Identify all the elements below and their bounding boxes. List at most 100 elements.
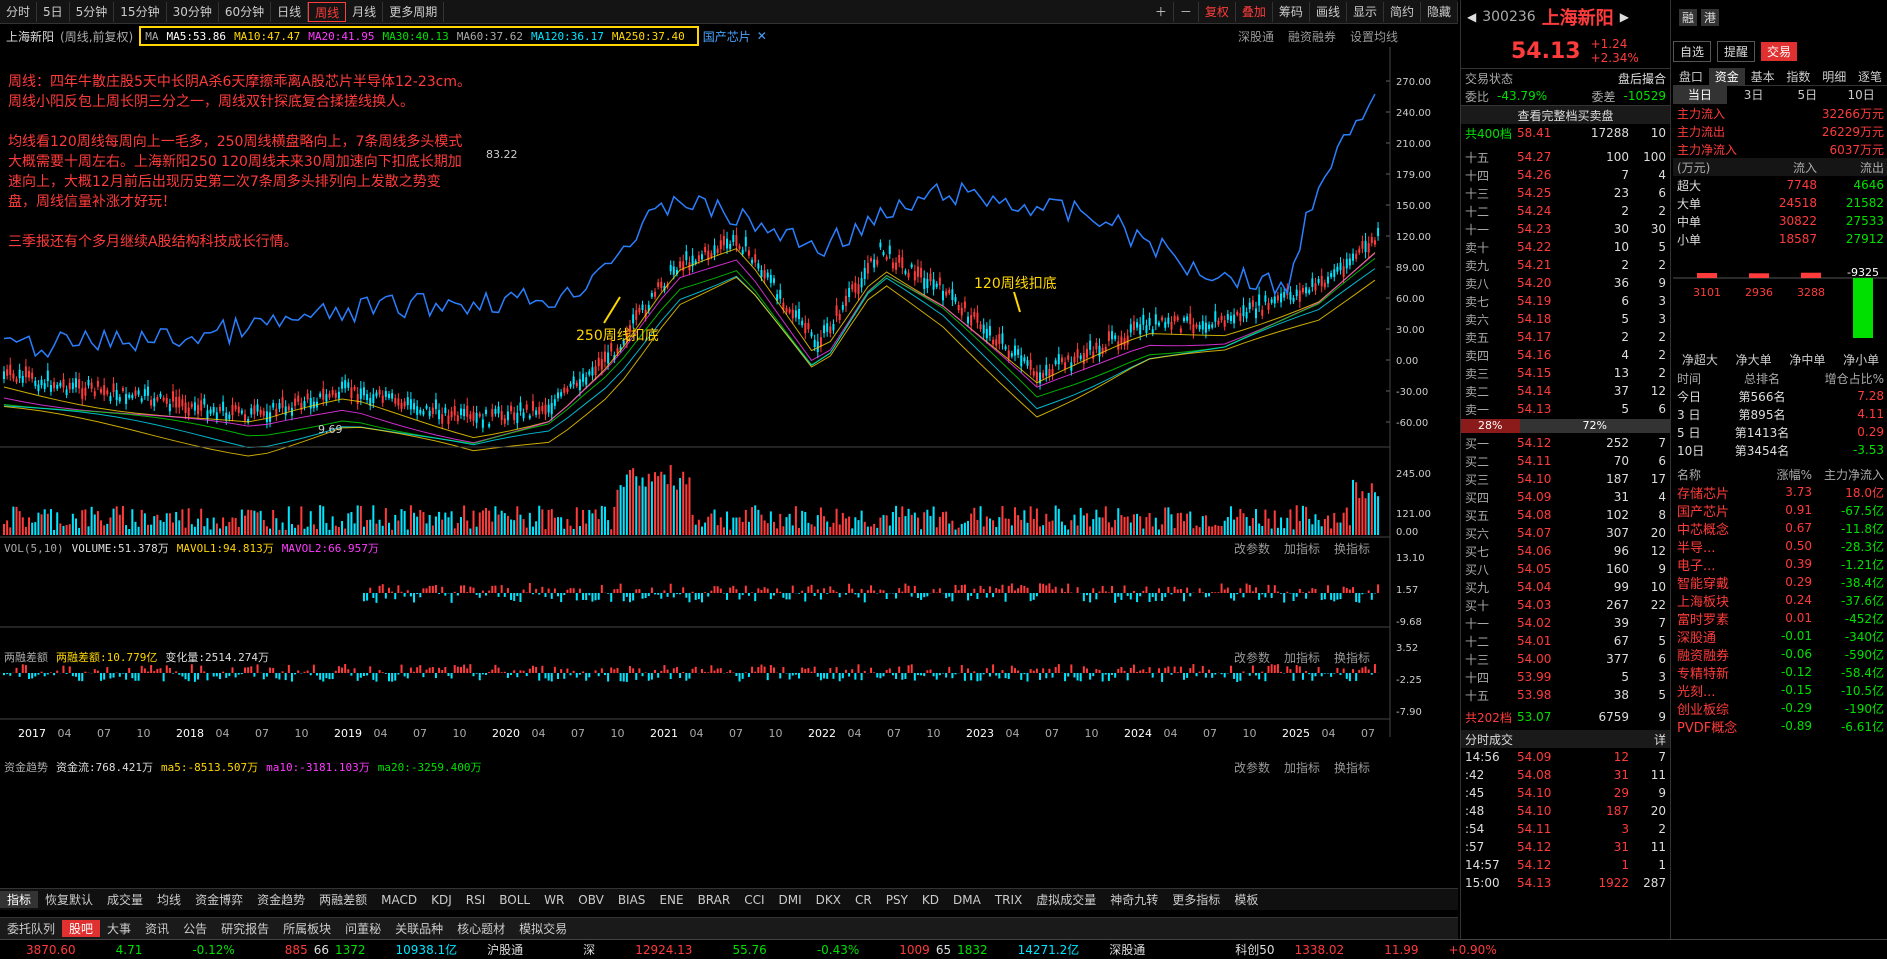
book-row[interactable]: 买十 54.03 267 22 <box>1461 596 1670 614</box>
info-tab[interactable]: 公告 <box>183 922 208 936</box>
tab-15min[interactable]: 15分钟 <box>114 1 167 22</box>
info-tab[interactable]: 所属板块 <box>283 922 332 936</box>
zoom-out-icon[interactable]: － <box>1174 1 1199 22</box>
info-tab[interactable]: 资讯 <box>145 922 170 936</box>
tab-30min[interactable]: 30分钟 <box>167 1 219 22</box>
info-tab[interactable]: 问董秘 <box>345 922 382 936</box>
fund-swap-link[interactable]: 换指标 <box>1333 760 1370 775</box>
book-row[interactable]: 买八 54.05 160 9 <box>1461 560 1670 578</box>
simple-button[interactable]: 简约 <box>1384 1 1421 22</box>
book-row[interactable]: 卖五 54.17 2 2 <box>1461 328 1670 346</box>
book-row[interactable]: 卖一 54.13 5 6 <box>1461 400 1670 418</box>
sector-row[interactable]: 融资融券 -0.06 -590亿 <box>1673 645 1887 664</box>
book-row[interactable]: 买三 54.10 187 17 <box>1461 470 1670 488</box>
panel-tab[interactable]: 基本 <box>1750 70 1775 84</box>
hgt-link[interactable]: 沪股通 <box>487 943 524 957</box>
vol-swap-link[interactable]: 换指标 <box>1333 541 1370 556</box>
indicator-tab[interactable]: BRAR <box>697 892 731 907</box>
margin-add-link[interactable]: 加指标 <box>1283 650 1320 665</box>
info-tab[interactable]: 核心题材 <box>457 922 506 936</box>
indicator-tab[interactable]: CCI <box>744 892 765 907</box>
chart-canvas[interactable]: 270.00 240.00 210.00 179.00 150.00 120.00 89.0… <box>0 47 1458 900</box>
book-row[interactable]: 买四 54.09 31 4 <box>1461 488 1670 506</box>
book-row[interactable]: 卖二 54.14 37 12 <box>1461 382 1670 400</box>
vol-params-link[interactable]: 改参数 <box>1233 541 1270 556</box>
chips-button[interactable]: 筹码 <box>1273 1 1310 22</box>
indicator-tab[interactable]: 恢复默认 <box>45 893 94 907</box>
book-row[interactable]: 十一 54.02 39 7 <box>1461 614 1670 632</box>
info-tab[interactable]: 关联品种 <box>395 922 444 936</box>
indicator-tab[interactable]: ENE <box>659 892 684 907</box>
period-subtab[interactable]: 3日 <box>1743 88 1764 102</box>
zoom-in-icon[interactable]: ＋ <box>1149 1 1174 22</box>
tab-monthly[interactable]: 月线 <box>346 1 384 22</box>
book-row[interactable]: 卖十 54.22 10 5 <box>1461 238 1670 256</box>
draw-button[interactable]: 画线 <box>1310 1 1347 22</box>
book-row[interactable]: 十五 53.98 38 5 <box>1461 686 1670 704</box>
book-row[interactable]: 买一 54.12 252 7 <box>1461 434 1670 452</box>
period-subtab[interactable]: 当日 <box>1673 86 1727 104</box>
indicator-tab[interactable]: 资金趋势 <box>257 893 306 907</box>
sector-row[interactable]: 中芯概念 0.67 -11.8亿 <box>1673 519 1887 538</box>
book-row[interactable]: 十四 54.26 7 4 <box>1461 166 1670 184</box>
indicator-tab[interactable]: CR <box>855 892 872 907</box>
sector-row[interactable]: 深股通 -0.01 -340亿 <box>1673 627 1887 646</box>
tab-5day[interactable]: 5日 <box>37 1 70 22</box>
indicator-tab[interactable]: DMA <box>953 892 981 907</box>
book-row[interactable]: 买九 54.04 99 10 <box>1461 578 1670 596</box>
tab-60min[interactable]: 60分钟 <box>219 1 272 22</box>
tab-daily[interactable]: 日线 <box>271 1 309 22</box>
info-tab[interactable]: 股吧 <box>62 920 101 937</box>
tab-more-periods[interactable]: 更多周期 <box>383 1 445 22</box>
margin-params-link[interactable]: 改参数 <box>1233 650 1270 665</box>
indicator-tab[interactable]: BOLL <box>499 892 531 907</box>
indicator-tab[interactable]: RSI <box>465 892 486 907</box>
book-row[interactable]: 十二 54.01 67 5 <box>1461 632 1670 650</box>
indicator-tab[interactable]: TRIX <box>994 892 1023 907</box>
prev-stock-icon[interactable]: ◀ <box>1467 10 1477 24</box>
book-row[interactable]: 买二 54.11 70 6 <box>1461 452 1670 470</box>
tick-more-button[interactable]: 详 <box>1653 732 1666 747</box>
sector-row[interactable]: 电子... 0.39 -1.21亿 <box>1673 555 1887 574</box>
info-tab[interactable]: 研究报告 <box>221 922 270 936</box>
panel-tab[interactable]: 明细 <box>1822 70 1847 84</box>
close-tag-icon[interactable]: ✕ <box>756 29 767 43</box>
indicator-tab[interactable]: KD <box>921 892 940 907</box>
link-hgt[interactable]: 深股通 <box>1237 29 1274 44</box>
info-tab[interactable]: 大事 <box>107 922 132 936</box>
book-row[interactable]: 卖六 54.18 5 3 <box>1461 310 1670 328</box>
indicator-tab[interactable]: 神奇九转 <box>1110 893 1159 907</box>
sector-row[interactable]: 智能穿戴 0.29 -38.4亿 <box>1673 573 1887 592</box>
indicator-tab[interactable]: 更多指标 <box>1172 893 1221 907</box>
fund-params-link[interactable]: 改参数 <box>1233 760 1270 775</box>
sector-row[interactable]: 存储芯片 3.73 18.0亿 <box>1673 483 1887 502</box>
sgt-link[interactable]: 深股通 <box>1109 943 1146 957</box>
indicator-tab[interactable]: 两融差额 <box>319 893 368 907</box>
book-row[interactable]: 卖九 54.21 2 2 <box>1461 256 1670 274</box>
ma-legend[interactable]: MA MA5:53.86 MA10:47.47 MA20:41.95 MA30:… <box>139 26 699 46</box>
sector-row[interactable]: 创业板综 -0.29 -190亿 <box>1673 699 1887 718</box>
watchlist-button[interactable]: 自选 <box>1673 40 1712 62</box>
indicator-tab[interactable]: 指标 <box>0 891 39 908</box>
indicator-tab[interactable]: DMI <box>778 892 802 907</box>
next-stock-icon[interactable]: ▶ <box>1619 10 1629 24</box>
indicator-tab[interactable]: WR <box>544 892 565 907</box>
sector-row[interactable]: 专精特新 -0.12 -58.4亿 <box>1673 663 1887 682</box>
tab-5min[interactable]: 5分钟 <box>70 1 115 22</box>
book-row[interactable]: 十三 54.00 377 6 <box>1461 650 1670 668</box>
book-row[interactable]: 买六 54.07 307 20 <box>1461 524 1670 542</box>
indicator-tab[interactable]: 成交量 <box>107 893 144 907</box>
sector-row[interactable]: 光刻... -0.15 -10.5亿 <box>1673 681 1887 700</box>
indicator-tab[interactable]: MACD <box>381 892 418 907</box>
book-row[interactable]: 十四 53.99 5 3 <box>1461 668 1670 686</box>
indicator-tab[interactable]: PSY <box>885 892 908 907</box>
info-tab[interactable]: 模拟交易 <box>519 922 568 936</box>
period-subtab[interactable]: 5日 <box>1797 88 1818 102</box>
period-subtab[interactable]: 10日 <box>1847 88 1875 102</box>
book-row[interactable]: 卖三 54.15 13 2 <box>1461 364 1670 382</box>
fuquan-button[interactable]: 复权 <box>1199 1 1236 22</box>
sector-row[interactable]: PVDF概念 -0.89 -6.61亿 <box>1673 717 1887 736</box>
book-row[interactable]: 卖七 54.19 6 3 <box>1461 292 1670 310</box>
overlay-button[interactable]: 叠加 <box>1236 1 1273 22</box>
panel-tab[interactable]: 逐笔 <box>1858 70 1883 84</box>
